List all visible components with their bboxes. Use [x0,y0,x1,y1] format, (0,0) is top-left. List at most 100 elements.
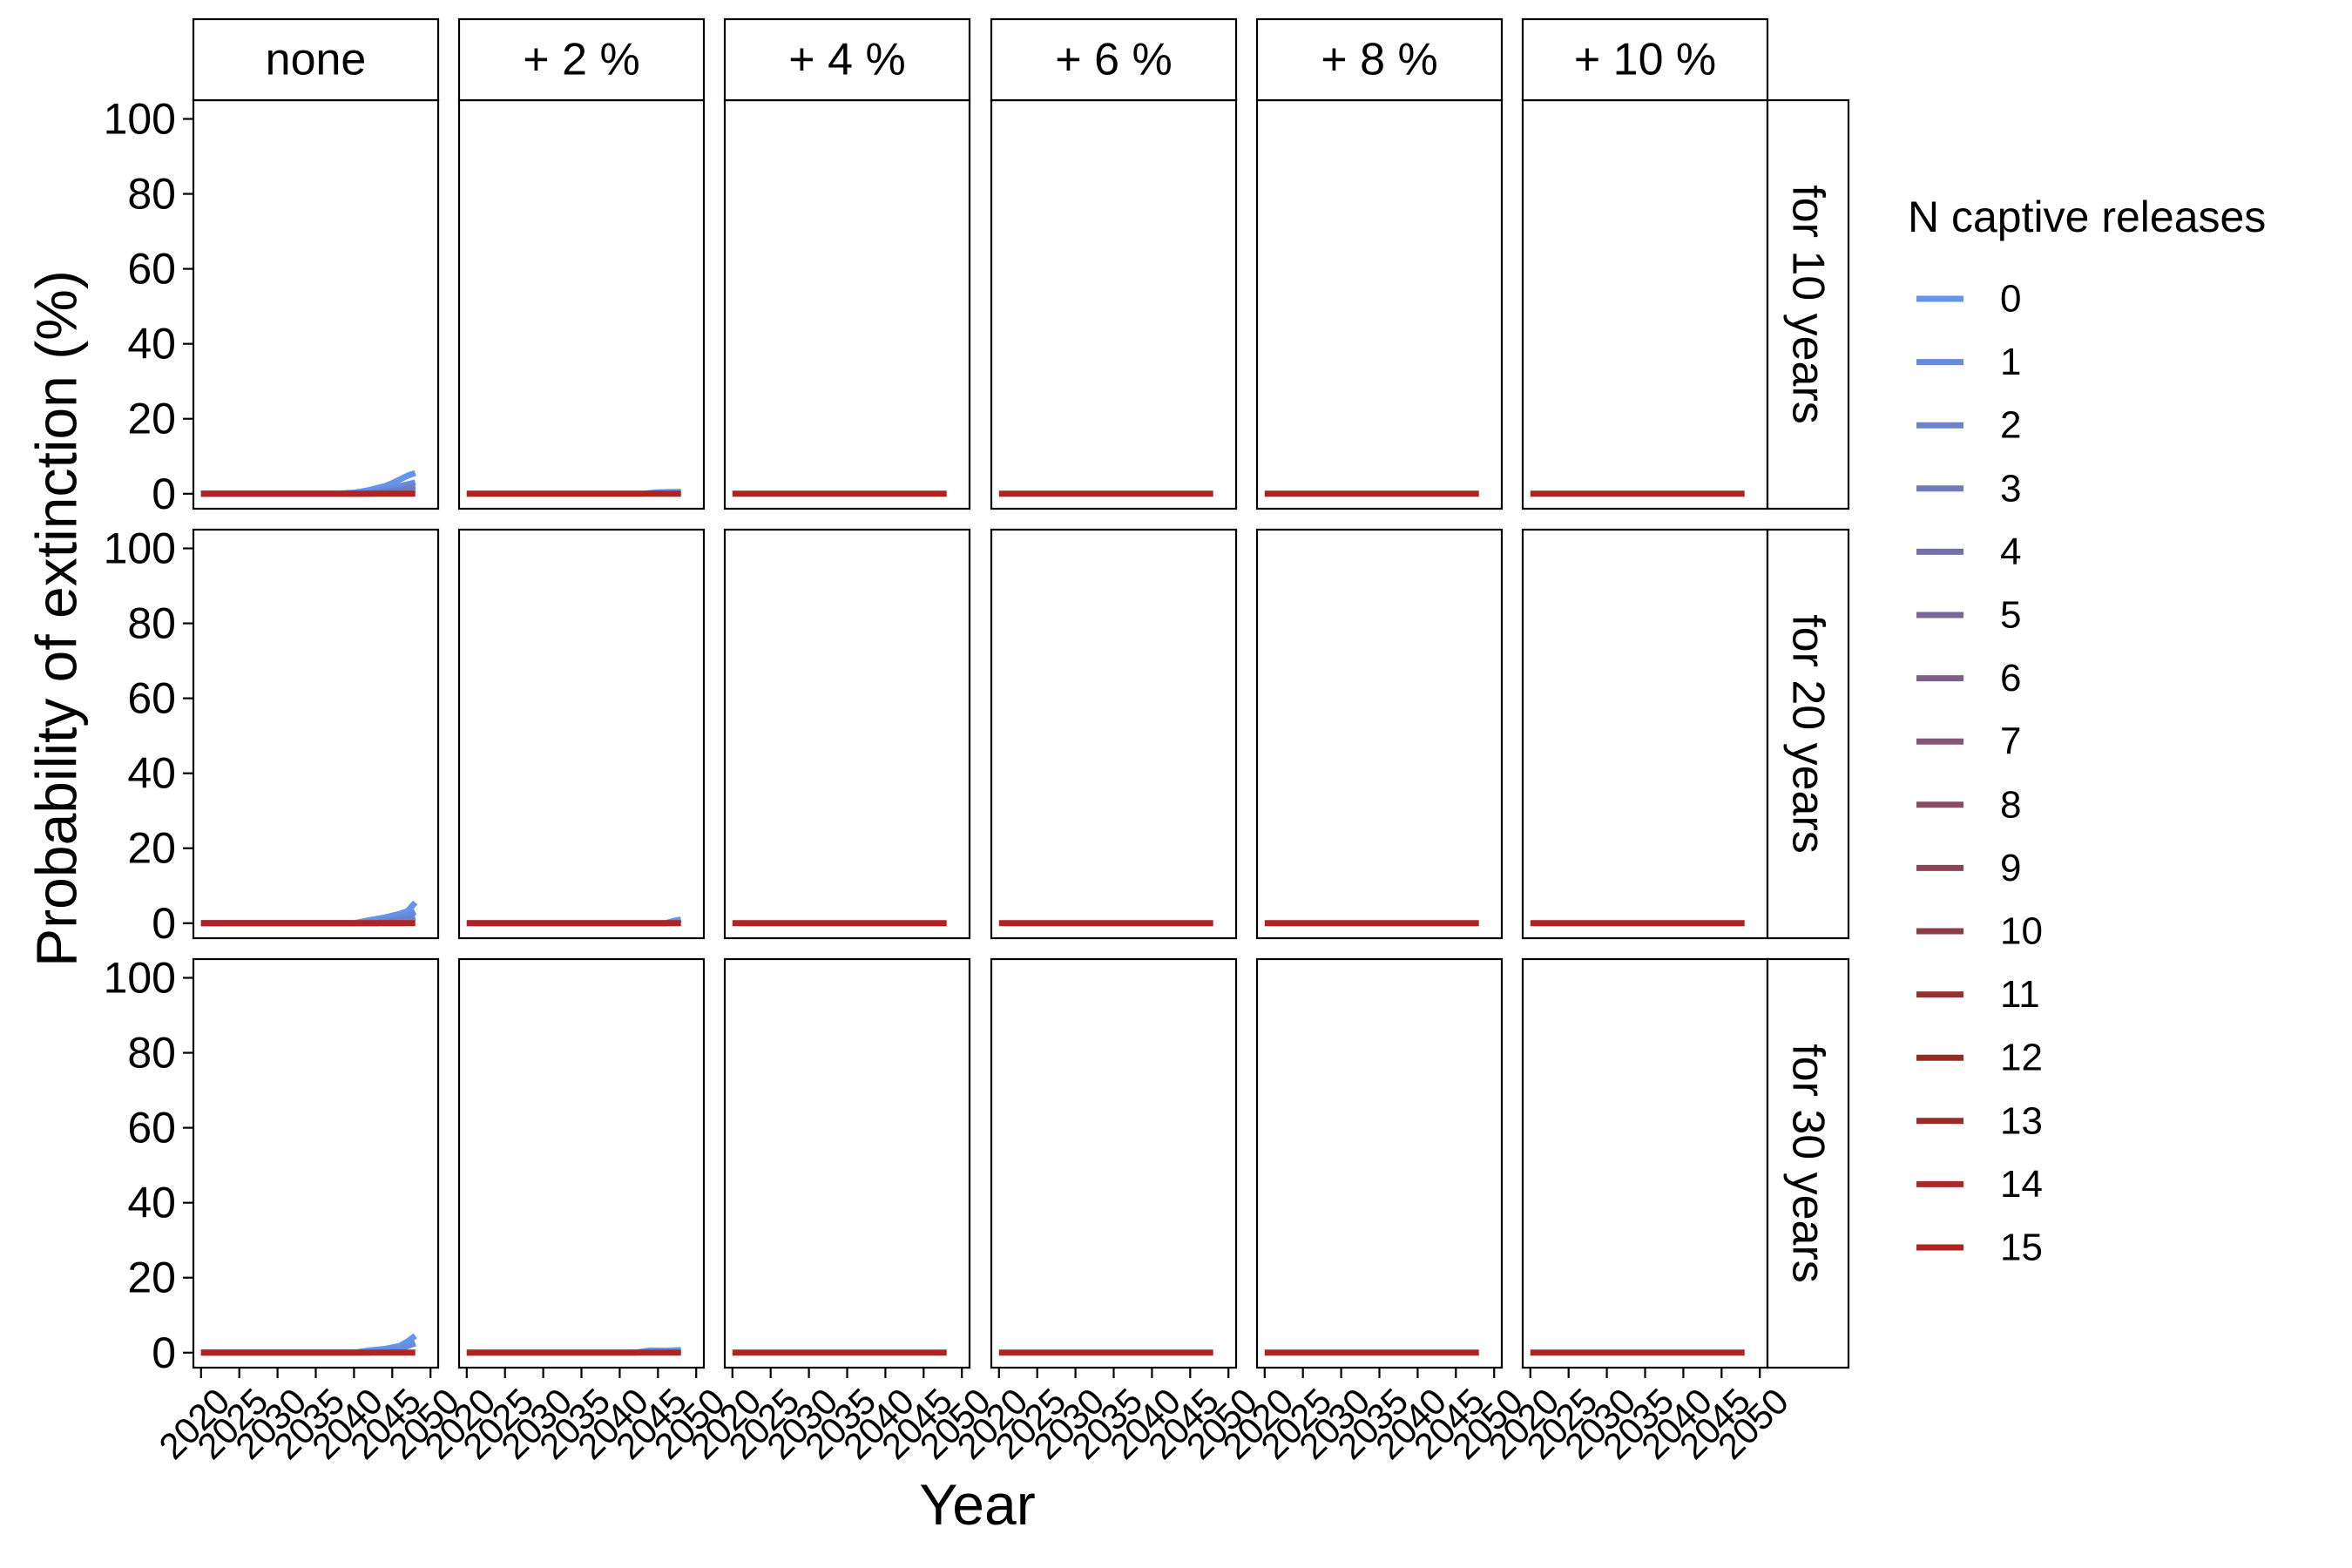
legend-label: 5 [2000,594,2021,637]
y-tick-label: 0 [152,470,176,518]
panel-r2-c4 [1255,957,1504,1369]
strip-box [1766,957,1850,1369]
strip-label-row: for 10 years [1783,185,1834,424]
legend-label: 3 [2000,467,2021,510]
strip-box [1521,17,1769,102]
y-tick-label: 40 [127,1179,176,1227]
strip-label-col: + 6 % [1055,35,1172,85]
legend-item: 9 [1916,847,2021,889]
legend-item: 8 [1916,783,2021,826]
panel-r1-c4 [1255,528,1504,940]
legend-item: 12 [1916,1037,2043,1079]
strip-label-row: for 20 years [1783,614,1834,854]
legend-item: 1 [1916,341,2021,383]
legend-item: 2 [1916,404,2021,447]
panel-r0-c0 [192,98,440,510]
panel-r1-c1 [457,528,706,940]
y-tick-label: 80 [127,599,176,648]
legend-label: 6 [2000,657,2021,700]
panel-frame [1255,528,1504,940]
legend-label: 7 [2000,720,2021,763]
legend-label: 1 [2000,341,2021,383]
panels-layer [192,98,1769,1369]
strip-col-1: + 2 % [457,17,706,102]
panel-r0-c5 [1521,98,1769,510]
panel-frame [723,957,971,1369]
strip-row-2: for 30 years [1766,957,1850,1369]
panel-r1-c5 [1521,528,1769,940]
strip-box [1766,528,1850,940]
panel-frame [1521,98,1769,510]
y-tick-label: 0 [152,1328,176,1377]
panel-series-r2-c0 [200,1333,417,1356]
strip-label-col: none [266,35,367,85]
panel-frame [1521,528,1769,940]
strip-row-1: for 20 years [1766,528,1850,940]
legend-label: 9 [2000,847,2021,889]
panel-series-r1-c1 [466,916,682,927]
y-tick-label: 60 [127,245,176,294]
y-tick-label: 20 [127,1254,176,1302]
legend-item: 3 [1916,467,2021,510]
strip-label-col: + 2 % [523,35,639,85]
panel-r2-c3 [990,957,1238,1369]
legend-label: 14 [2000,1163,2043,1206]
y-axis-row-2: 0 20 40 60 80 100 [104,954,193,1377]
panel-r0-c2 [723,98,971,510]
panel-r2-c0 [192,957,440,1369]
panel-frame [1255,957,1504,1369]
panel-r1-c0 [192,528,440,940]
y-tick-label: 80 [127,170,176,219]
facet-strips: none + 2 % + 4 % + 6 % + 8 % + 10 % for 10 yea… [192,17,1850,1369]
strip-label-col: + 10 % [1574,35,1716,85]
panel-frame [723,98,971,510]
y-tick-label: 40 [127,749,176,798]
legend-label: 13 [2000,1099,2043,1142]
legend-item: 10 [1916,910,2043,953]
strip-box [990,17,1238,102]
legend: N captive releases 012345678910111213141… [1908,193,2266,1269]
strip-col-3: + 6 % [990,17,1238,102]
legend-item: 15 [1916,1227,2043,1269]
legend-label: 0 [2000,278,2021,321]
panel-series-r0-c1 [466,489,681,497]
strip-col-0: none [192,17,440,102]
y-tick-label: 20 [127,824,176,873]
strip-label-row: for 30 years [1783,1044,1834,1283]
strip-row-0: for 10 years [1766,98,1850,510]
legend-label: 12 [2000,1037,2043,1079]
strip-col-4: + 8 % [1255,17,1504,102]
strip-label-col: + 4 % [788,35,905,85]
panel-frame [990,957,1238,1369]
legend-item: 11 [1916,973,2040,1016]
panel-r0-c4 [1255,98,1504,510]
legend-item: 13 [1916,1099,2043,1142]
legend-label: 4 [2000,531,2021,573]
panel-r0-c3 [990,98,1238,510]
y-axis-title: Probability of extinction (%) [24,270,88,967]
panel-frame [990,528,1238,940]
panel-series-r2-c1 [466,1347,681,1356]
y-axis-row-0: 0 20 40 60 80 100 [104,95,193,518]
panel-frame [457,957,706,1369]
panel-r1-c2 [723,528,971,940]
panel-frame [457,98,706,510]
legend-label: 11 [2000,973,2040,1016]
legend-label: 2 [2000,404,2021,447]
panel-r2-c2 [723,957,971,1369]
legend-item: 0 [1916,278,2021,321]
axes: 0 20 40 60 80 100 0 20 40 60 80 100 0 20 40 60 80 100 2020… [104,95,1797,1467]
y-tick-label: 80 [127,1029,176,1078]
legend-item: 5 [1916,594,2021,637]
panel-frame [192,528,440,940]
y-tick-label: 60 [127,1104,176,1152]
legend-item: 6 [1916,657,2021,700]
x-axis-title: Year [919,1472,1035,1537]
